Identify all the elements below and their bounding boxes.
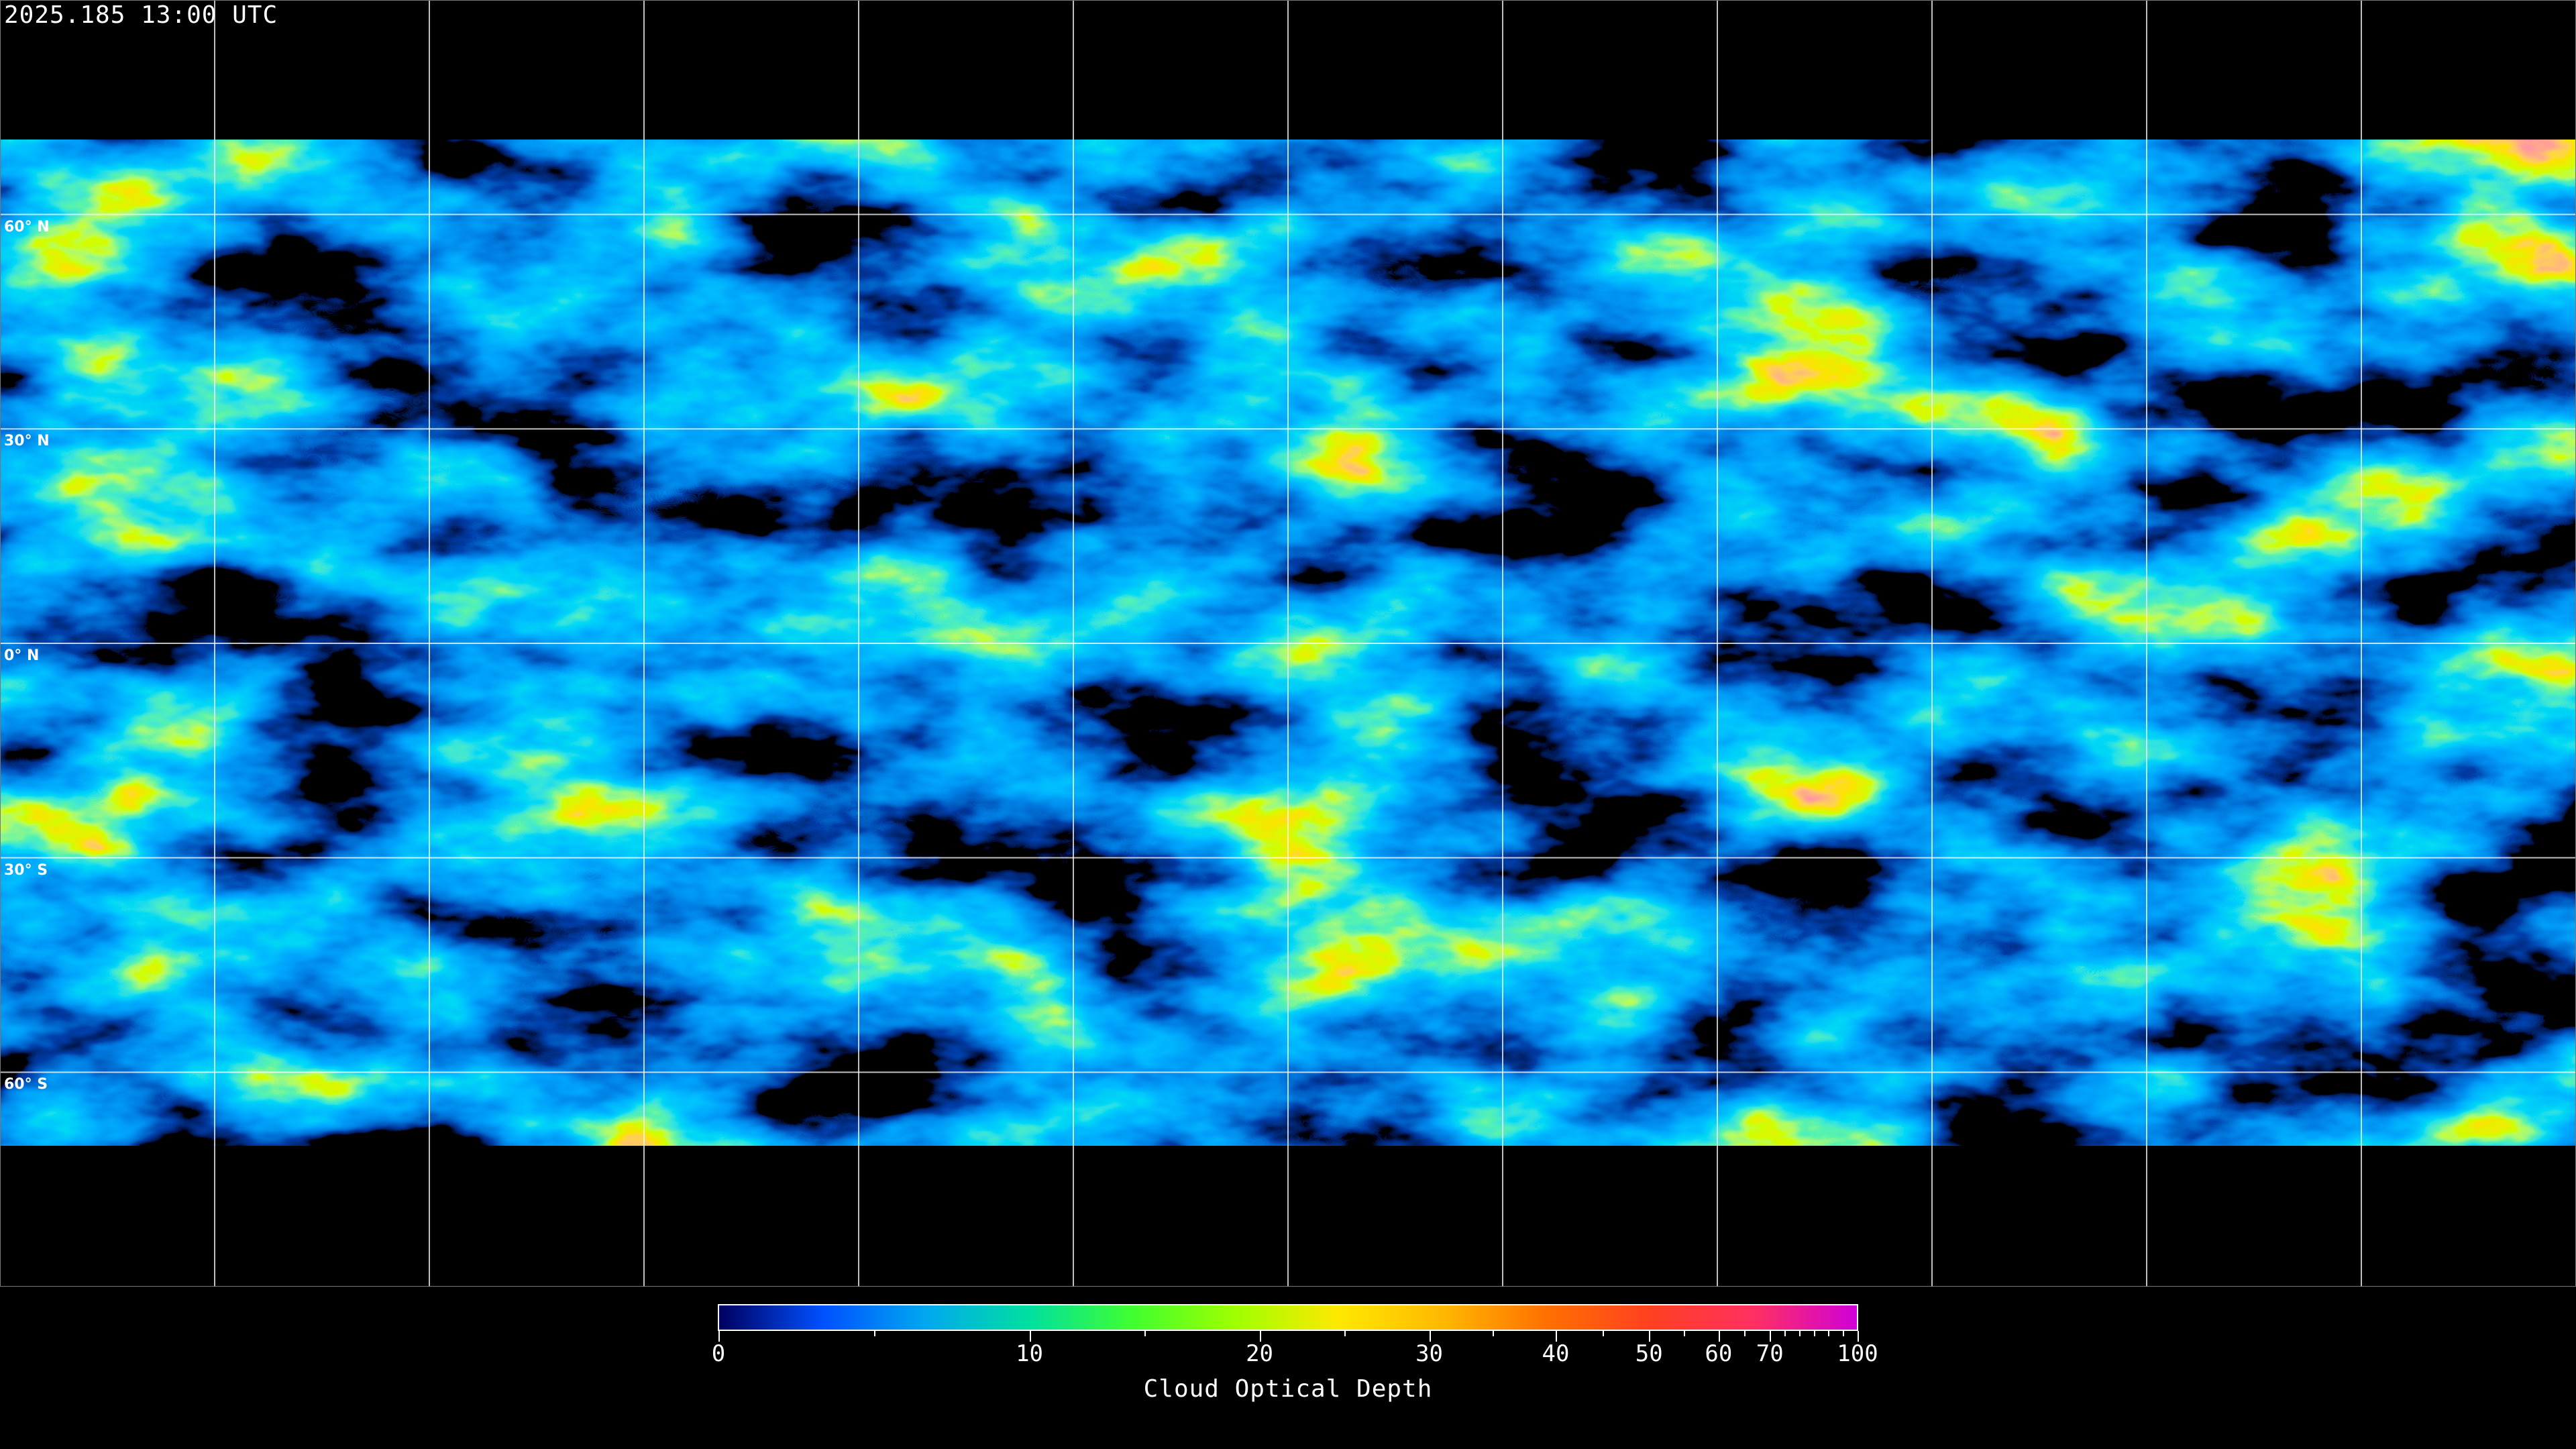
timestamp-title: 2025.185 13:00 UTC xyxy=(4,1,278,29)
colorbar-minor-tick xyxy=(1813,1331,1815,1336)
colorbar-minor-tick xyxy=(1144,1331,1146,1336)
latitude-label: 60° S xyxy=(4,1076,48,1093)
colorbar-major-tick xyxy=(1429,1331,1431,1342)
graticule xyxy=(0,0,2576,1287)
colorbar-minor-tick xyxy=(1828,1331,1830,1336)
latitude-label: 0° N xyxy=(4,647,40,664)
colorbar-major-tick xyxy=(1718,1331,1720,1342)
colorbar-minor-tick xyxy=(873,1331,875,1336)
colorbar-major-tick xyxy=(1029,1331,1031,1342)
colorbar-tick-label: 30 xyxy=(1415,1340,1444,1367)
colorbar-major-tick xyxy=(1858,1331,1859,1342)
colorbar-minor-tick xyxy=(1684,1331,1686,1336)
colorbar-minor-tick xyxy=(1492,1331,1494,1336)
colorbar-tick-label: 50 xyxy=(1635,1340,1663,1367)
colorbar-tick-label: 60 xyxy=(1705,1340,1733,1367)
colorbar-major-tick xyxy=(1556,1331,1558,1342)
latitude-label: 30° S xyxy=(4,861,48,879)
cloud-optical-depth-map xyxy=(0,0,2576,1287)
colorbar-tick-label: 40 xyxy=(1542,1340,1570,1367)
colorbar-tick-label: 10 xyxy=(1016,1340,1044,1367)
colorbar-major-tick xyxy=(718,1331,720,1342)
colorbar-minor-tick xyxy=(1744,1331,1746,1336)
colorbar-tick-label: 0 xyxy=(711,1340,726,1367)
map-imagery xyxy=(0,0,2576,1287)
colorbar-minor-tick xyxy=(1843,1331,1845,1336)
latitude-label: 60° N xyxy=(4,218,50,235)
colorbar-major-tick xyxy=(1770,1331,1772,1342)
colorbar xyxy=(718,1304,1858,1331)
colorbar-minor-tick xyxy=(1344,1331,1346,1336)
colorbar-tick-label: 70 xyxy=(1756,1340,1784,1367)
colorbar-tick-label: 100 xyxy=(1837,1340,1878,1367)
colorbar-major-tick xyxy=(1649,1331,1651,1342)
colorbar-tick-label: 20 xyxy=(1246,1340,1274,1367)
colorbar-minor-tick xyxy=(1602,1331,1604,1336)
colorbar-minor-tick xyxy=(1784,1331,1786,1336)
latitude-label: 30° N xyxy=(4,433,50,450)
colorbar-label: Cloud Optical Depth xyxy=(1143,1375,1433,1403)
colorbar-minor-tick xyxy=(1799,1331,1801,1336)
colorbar-major-tick xyxy=(1259,1331,1261,1342)
